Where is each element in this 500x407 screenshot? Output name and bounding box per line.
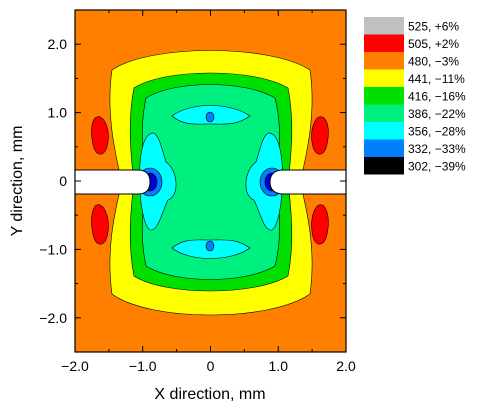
legend-swatch [364,104,404,122]
legend-swatch [364,52,404,70]
contour-band-505-lower-left [91,204,109,245]
y-tick-label: −2.0 [39,310,67,326]
legend-swatch [364,87,404,105]
legend-label: 505, +2% [408,37,459,51]
contour-band-505-lower-right [311,204,329,245]
legend-label: 302, −39% [408,160,466,174]
y-tick-label: 2.0 [48,36,68,52]
contour-field [75,10,346,352]
legend-label: 332, −33% [408,142,466,156]
x-tick-label: −2.0 [61,358,89,374]
y-axis-title: Y direction, mm [9,126,26,237]
legend-swatch [364,17,404,35]
x-axis-title: X direction, mm [154,386,265,403]
contour-band-505-upper-left [91,116,109,155]
legend-swatch [364,122,404,140]
legend-label: 525, +6% [408,20,459,34]
contour-band-332-bottom [205,240,215,252]
legend-label: 416, −16% [408,90,466,104]
legend-swatch [364,34,404,52]
notch-right [269,169,346,195]
legend-label: 480, −3% [408,55,459,69]
legend-swatch [364,69,404,87]
y-tick-label: −1.0 [39,241,67,257]
legend-label: 386, −22% [408,107,466,121]
y-tick-label: 0 [59,173,67,189]
x-tick-label: 1.0 [269,358,289,374]
x-tick-label: 2.0 [336,358,356,374]
legend-label: 441, −11% [408,72,465,86]
legend-label: 356, −28% [408,125,466,139]
y-axis-ticks: 2.0 1.0 0 −1.0 −2.0 [39,36,346,326]
contour-band-332-top [205,111,215,123]
notch-left [75,169,151,195]
legend: 525, +6% 505, +2% 480, −3% 441, −11% 416, −1… [364,17,466,175]
x-tick-label: 0 [207,358,215,374]
contour-band-505-upper-right [311,116,329,155]
y-tick-label: 1.0 [48,105,68,121]
legend-swatch [364,157,404,175]
x-axis-ticks: −2.0 −1.0 0 1.0 2.0 [61,10,356,374]
legend-swatch [364,139,404,157]
x-tick-label: −1.0 [129,358,157,374]
